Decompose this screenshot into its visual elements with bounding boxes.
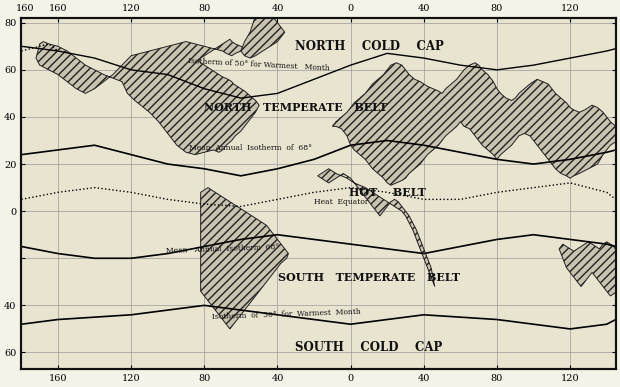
Polygon shape (241, 15, 285, 58)
Text: SOUTH    COLD    CAP: SOUTH COLD CAP (295, 341, 443, 354)
Text: Isotherm of 50° for Warmest   Month: Isotherm of 50° for Warmest Month (188, 57, 330, 73)
Text: NORTH   TEMPERATE   BELT: NORTH TEMPERATE BELT (204, 102, 388, 113)
Text: Isotherm  of  50°  for  Warmest  Month: Isotherm of 50° for Warmest Month (212, 308, 361, 321)
Polygon shape (559, 242, 620, 296)
Polygon shape (332, 63, 620, 185)
Polygon shape (201, 188, 288, 329)
Text: HOT    BELT: HOT BELT (349, 187, 426, 198)
Polygon shape (317, 169, 435, 286)
Text: Heat  Equator: Heat Equator (314, 198, 369, 206)
Text: Mean  Annual  Isotherm  of  68°: Mean Annual Isotherm of 68° (188, 144, 311, 152)
Text: 160: 160 (16, 4, 34, 13)
Text: Mean   Annual  Isotherm  68°: Mean Annual Isotherm 68° (166, 243, 280, 255)
Text: SOUTH   TEMPERATE   BELT: SOUTH TEMPERATE BELT (278, 272, 460, 283)
Text: NORTH    COLD    CAP: NORTH COLD CAP (294, 40, 443, 53)
Polygon shape (36, 39, 263, 155)
